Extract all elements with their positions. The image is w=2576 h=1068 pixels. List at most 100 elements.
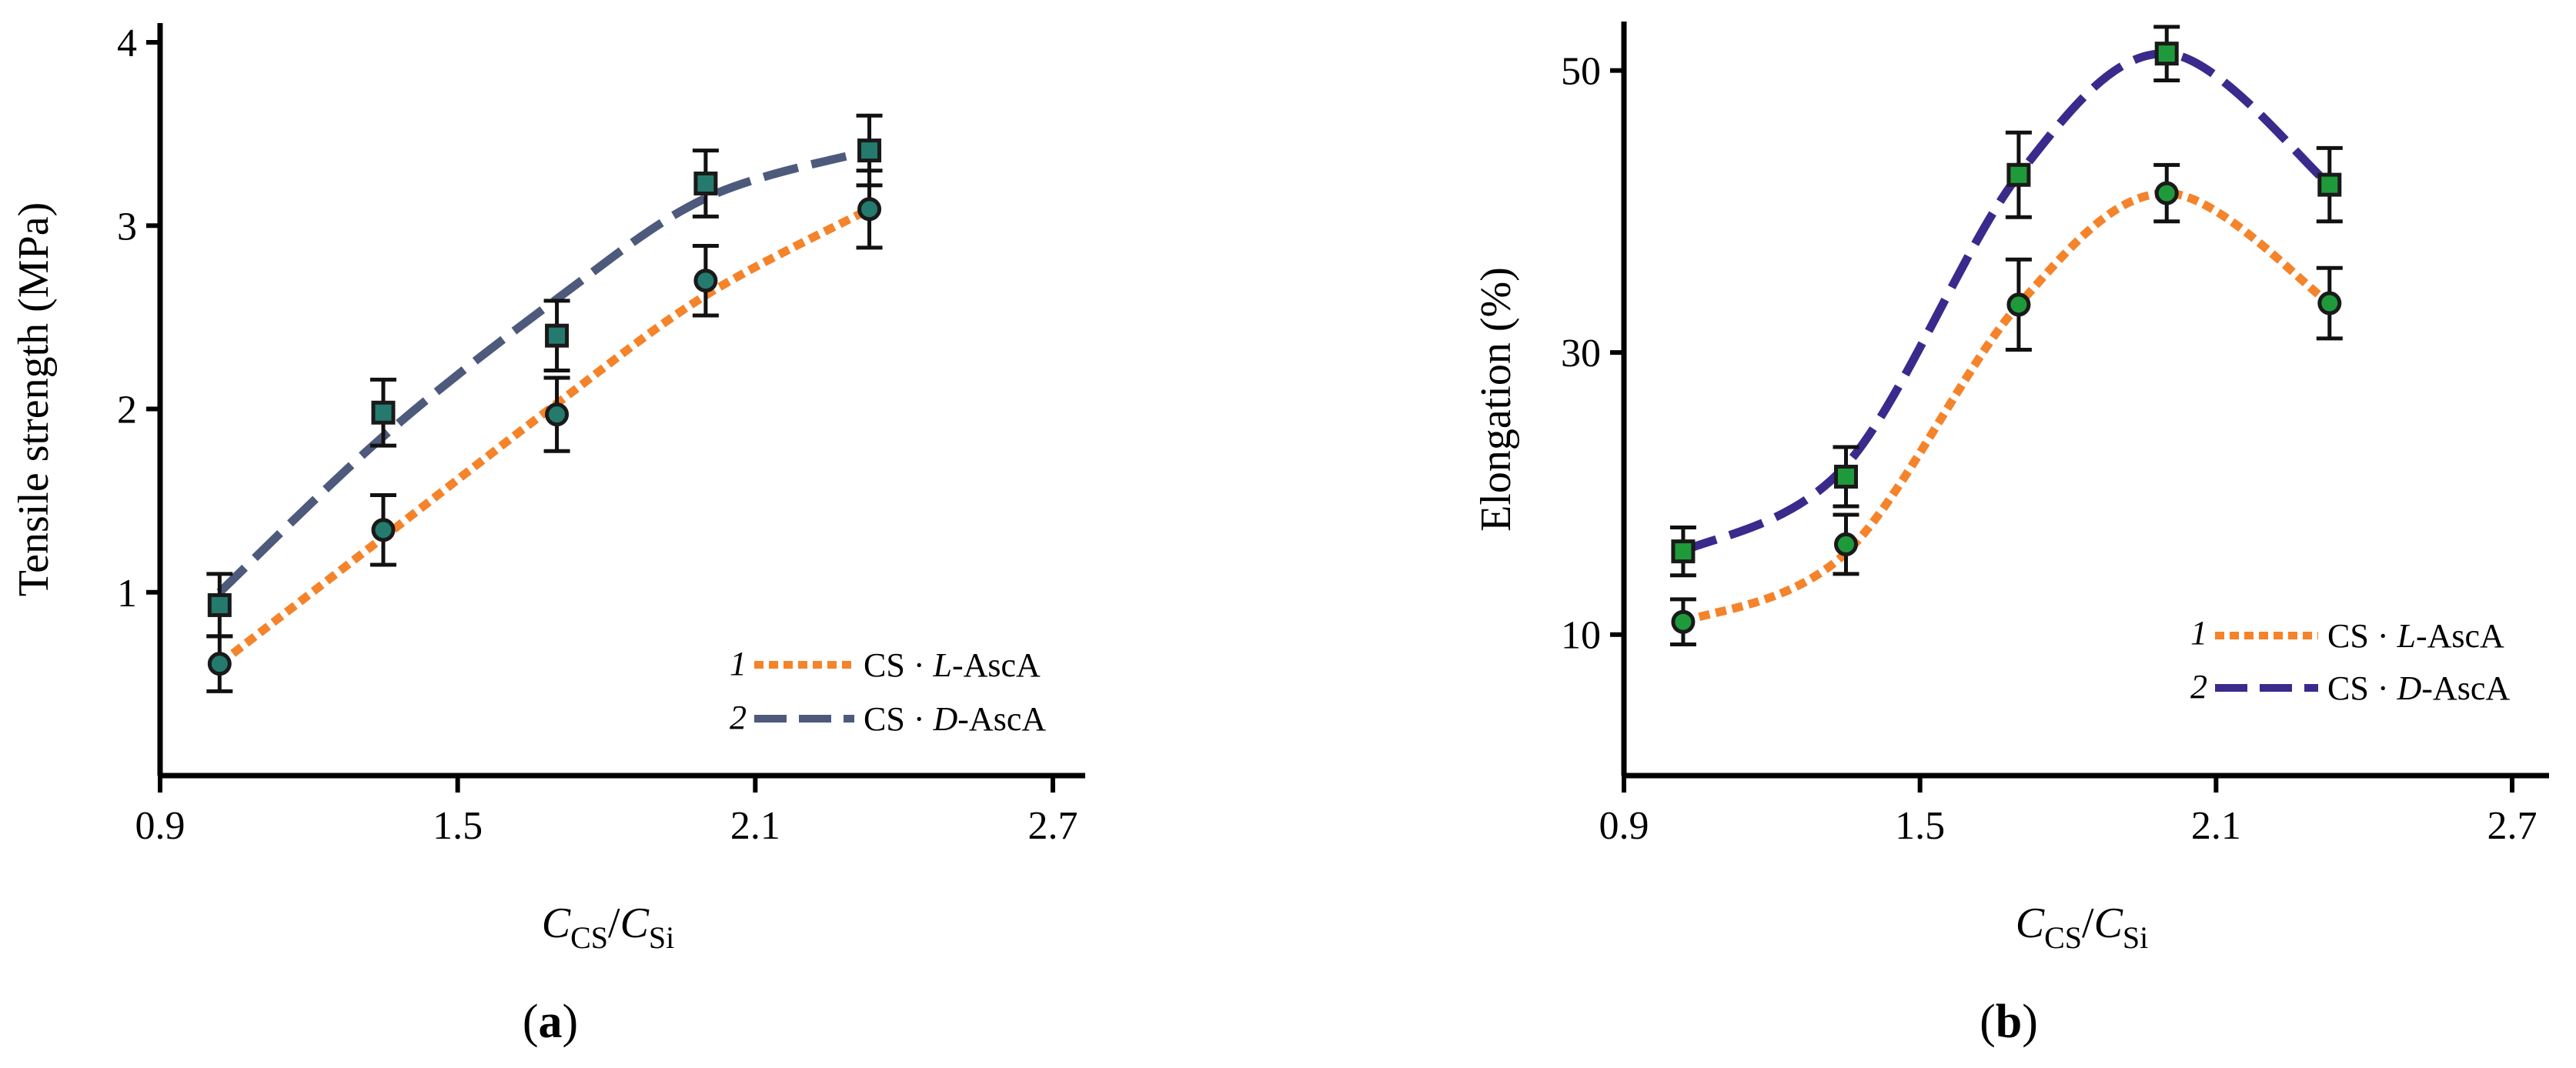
panel-b-marker-s1-circle: [2006, 292, 2031, 317]
panel-b-xlabel-sub1: CS: [2044, 920, 2082, 955]
panel-b-legend-num-1: 1: [2190, 614, 2207, 652]
panel-a-y-tick-label: 1: [117, 572, 137, 616]
panel-a-legend-label-2: CS · D-AscA: [864, 700, 1046, 738]
panel-b-fit-lines: [1681, 49, 2333, 626]
panel-b-legend-item-1: 1 CS · L-AscA: [2190, 614, 2504, 655]
panel-a-error-bars: [206, 113, 883, 693]
panel-b-xlabel-slash: /: [2082, 899, 2094, 947]
panel-a-legend-label-2-italic: D: [932, 700, 957, 738]
panel-a-legend-label-1-italic: L: [932, 646, 951, 684]
panel-b-y-axis-label: Elongation (%): [1472, 267, 1520, 532]
panel-a-marker-s2-square: [857, 139, 882, 163]
panel-b-marker-s1-circle: [1834, 532, 1858, 556]
panel-a-legend-item-1: 1 CS · L-AscA: [730, 645, 1041, 684]
panel-b-xlabel-c1: C: [2016, 899, 2045, 947]
panel-a-legend-item-2: 2 CS · D-AscA: [730, 699, 1046, 738]
panel-b-y-tick-label: 50: [1561, 50, 1601, 94]
panel-b-y-tick-label: 10: [1561, 614, 1601, 658]
panel-a-markers: [207, 139, 882, 676]
panel-b-x-tick-label: 2.7: [2487, 804, 2538, 848]
panel-a-xlabel-sub2: Si: [649, 920, 674, 955]
panel-b-fit-line-2: [1681, 49, 2333, 556]
panel-a-marker-s1-circle: [371, 518, 396, 542]
panel-b-legend-label-2-pre: CS ·: [2327, 669, 2397, 707]
panel-b-marker-s2-square: [2006, 162, 2031, 187]
panel-a-fit-lines: [216, 146, 872, 668]
panel-b-legend-label-2-italic: D: [2396, 669, 2421, 707]
panel-a-legend-label-1-post: -AscA: [952, 646, 1041, 684]
panel-a-x-tick-label: 1.5: [433, 804, 483, 848]
panel-b-x-ticks: 0.9 1.5 2.1 2.7: [1599, 776, 2538, 848]
panel-a-label-letter: a: [539, 996, 563, 1048]
panel-a-marker-s1-circle: [207, 652, 232, 676]
panel-a-marker-s1-circle: [857, 197, 882, 222]
panel-b-legend-label-2-post: -AscA: [2421, 669, 2510, 707]
panel-a-legend-label-1: CS · L-AscA: [864, 646, 1041, 684]
panel-b-legend-num-2: 2: [2190, 668, 2207, 706]
panel-b-legend-label-1-post: -AscA: [2416, 617, 2504, 655]
panel-b-x-tick-label: 2.1: [2191, 804, 2241, 848]
panel-a-label: (a): [523, 996, 578, 1048]
panel-a-x-ticks: 0.9 1.5 2.1 2.7: [135, 776, 1078, 848]
panel-b-x-tick-label: 0.9: [1599, 804, 1649, 848]
panel-b-label-open: (: [1980, 996, 1996, 1048]
panel-b-xlabel-c2: C: [2094, 899, 2123, 947]
panel-a-marker-s1-circle: [545, 402, 570, 427]
panel-a-x-axis-label: CCS/CSi: [542, 899, 675, 955]
panel-b-marker-s2-square: [2317, 172, 2342, 197]
panel-b-marker-s2-square: [1834, 464, 1858, 489]
panel-b-plot-area: [1621, 22, 2549, 779]
panel-a-x-tick-label: 2.1: [730, 804, 780, 848]
panel-b-error-bars: [1669, 25, 2343, 647]
panel-a-tensile-strength: 1 2 3 4 0.9 1.5 2.1 2.7 Tensile strength (MPa)…: [10, 22, 1085, 1048]
panel-b-y-ticks: 10 30 50: [1561, 50, 1624, 658]
panel-b-xlabel-sub2: Si: [2123, 920, 2148, 955]
panel-a-xlabel-c1: C: [542, 899, 571, 947]
panel-a-x-tick-label: 2.7: [1028, 804, 1078, 848]
panel-a-marker-s1-circle: [693, 269, 718, 293]
panel-a-plot-area: [157, 23, 1085, 779]
panel-a-fit-line-1: [216, 205, 872, 668]
panel-a-marker-s2-square: [207, 592, 232, 617]
panel-a-legend-num-1: 1: [730, 645, 747, 683]
panel-a-legend-label-2-pre: CS ·: [864, 700, 933, 738]
panel-a-y-tick-label: 3: [117, 205, 137, 249]
panel-b-legend-label-1-italic: L: [2396, 617, 2415, 655]
panel-a-label-close: ): [563, 996, 579, 1048]
panel-b-marker-s2-square: [1671, 539, 1696, 564]
panel-b-marker-s1-circle: [1671, 609, 1696, 634]
panel-a-label-open: (: [523, 996, 539, 1048]
panel-a-xlabel-c2: C: [620, 899, 650, 947]
panel-a-marker-s2-square: [371, 400, 396, 425]
panel-a-xlabel-slash: /: [608, 899, 620, 947]
panel-b-legend-label-1-pre: CS ·: [2327, 617, 2397, 655]
panel-b-label-close: ): [2022, 996, 2038, 1048]
panel-b-y-tick-label: 30: [1561, 332, 1601, 375]
panel-a-y-tick-label: 4: [117, 22, 137, 65]
panel-a-marker-s2-square: [545, 323, 570, 348]
panel-b-marker-s1-circle: [2317, 291, 2342, 315]
panel-a-y-tick-label: 2: [117, 389, 137, 432]
panel-a-legend-label-1-pre: CS ·: [864, 646, 933, 684]
panel-b-marker-s2-square: [2154, 42, 2179, 66]
panel-b-fit-line-1: [1681, 189, 2332, 626]
panel-b-legend: 1 CS · L-AscA 2 CS · D-AscA: [2190, 614, 2510, 707]
panel-b-marker-s1-circle: [2154, 181, 2179, 205]
panel-b-markers: [1671, 42, 2342, 634]
panel-a-xlabel-sub1: CS: [570, 920, 608, 955]
panel-b-legend-label-2: CS · D-AscA: [2327, 669, 2510, 707]
panel-b-label: (b): [1980, 996, 2038, 1048]
panel-b-x-tick-label: 1.5: [1895, 804, 1945, 848]
panel-b-x-axis-label: CCS/CSi: [2016, 899, 2149, 955]
panel-b-label-letter: b: [1996, 996, 2022, 1048]
panel-a-fit-line-2: [216, 146, 871, 596]
panel-a-legend: 1 CS · L-AscA 2 CS · D-AscA: [730, 645, 1046, 738]
panel-b-legend-label-1: CS · L-AscA: [2327, 617, 2504, 655]
panel-a-y-axis-label: Tensile strength (MPa): [10, 202, 58, 596]
panel-b-legend-item-2: 2 CS · D-AscA: [2190, 668, 2510, 707]
panel-a-legend-num-2: 2: [730, 699, 747, 736]
panel-a-marker-s2-square: [693, 171, 718, 195]
panel-a-y-ticks: 1 2 3 4: [117, 22, 160, 616]
